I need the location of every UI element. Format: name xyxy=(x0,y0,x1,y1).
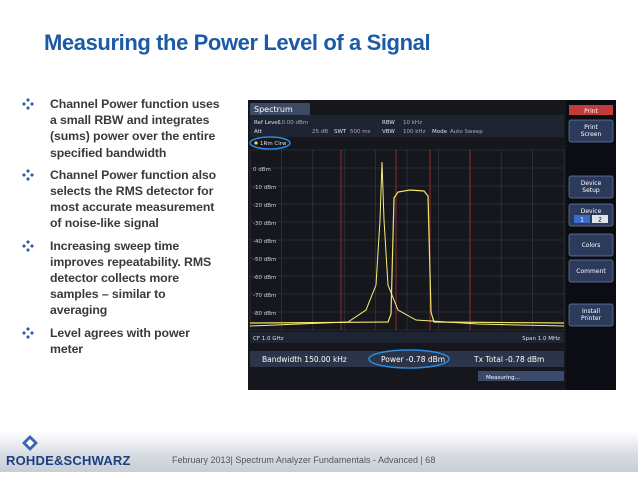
slide-title: Measuring the Power Level of a Signal xyxy=(44,30,431,55)
highlight-ring xyxy=(368,349,450,369)
span-label: Span 1.0 MHz xyxy=(522,336,560,342)
level-label: 0 dBm xyxy=(253,167,271,173)
logo: ROHDE&SCHWARZ xyxy=(6,453,131,468)
results-bar xyxy=(250,351,564,367)
softkey-label: Comment xyxy=(576,268,606,275)
bullet-line: improves repeatability. RMS xyxy=(50,254,212,269)
header-label: SWT xyxy=(334,129,347,135)
softkey xyxy=(568,259,614,283)
level-label: -50 dBm xyxy=(253,257,276,263)
result-tx-total: Tx Total -0.78 dBm xyxy=(473,355,544,364)
bullet-icon xyxy=(22,168,34,181)
highlight-ring xyxy=(249,136,291,150)
result-bandwidth: Bandwidth 150.00 kHz xyxy=(262,355,347,364)
bullet-line: Level agrees with power xyxy=(50,325,190,340)
bullet-line: samples – similar to xyxy=(50,287,166,302)
header-label: Mode xyxy=(432,129,448,135)
header-value: 100 kHz xyxy=(403,129,426,135)
trace-label: 1Rm Clrw xyxy=(260,141,287,147)
bullet-line: Channel Power function uses xyxy=(50,97,220,111)
softkey-label: Device xyxy=(581,208,602,215)
softkey xyxy=(568,175,614,199)
softkey-label: Print Screen xyxy=(581,124,602,138)
status: Measuring... xyxy=(486,375,520,381)
header-bar xyxy=(250,115,564,137)
level-label: -60 dBm xyxy=(253,275,276,281)
level-label: -10 dBm xyxy=(253,185,276,191)
bullet-line: Channel Power function also xyxy=(50,167,217,182)
trace-dot xyxy=(254,141,258,145)
softkey-header xyxy=(569,105,613,115)
softkey xyxy=(568,119,614,143)
header-label: VBW xyxy=(382,129,395,135)
analyzer-screenshot: Spectrum Ref Level 10.00 dBm Att 25 dB S… xyxy=(248,100,616,390)
bullet-line: meter xyxy=(50,341,83,356)
device-number-box xyxy=(574,215,590,223)
device-number: 2 xyxy=(598,217,602,224)
level-label: -80 dBm xyxy=(253,311,276,317)
bullet: Level agrees with power meter xyxy=(18,325,243,357)
bullet-line: specified bandwidth xyxy=(50,145,167,160)
level-label: -20 dBm xyxy=(253,203,276,209)
footer: ROHDE&SCHWARZ February 2013| Spectrum An… xyxy=(0,432,638,472)
cf-label: CF 1.0 GHz xyxy=(253,336,284,342)
level-label: -30 dBm xyxy=(253,221,276,227)
softkey xyxy=(568,303,614,327)
softkey-label: Install Printer xyxy=(581,308,601,322)
softkey xyxy=(568,233,614,257)
bullet-line: of noise-like signal xyxy=(50,216,159,231)
footer-text: February 2013| Spectrum Analyzer Fundame… xyxy=(172,455,436,465)
softkey-header-label: Print xyxy=(584,108,598,115)
softkey-label: Colors xyxy=(582,242,601,249)
bullet: Channel Power function uses a small RBW a… xyxy=(18,96,243,161)
channel-trace xyxy=(249,189,565,324)
freq-bar xyxy=(250,332,564,343)
header-label: Ref Level xyxy=(254,120,280,126)
status-bar xyxy=(478,371,564,381)
level-label: -40 dBm xyxy=(253,239,276,245)
tab xyxy=(250,103,310,115)
bullet: Channel Power function also selects the R… xyxy=(18,167,243,232)
bullet-list: Channel Power function uses a small RBW a… xyxy=(18,96,243,363)
bullet-line: Increasing sweep time xyxy=(50,238,180,253)
header-value: 500 ms xyxy=(350,129,371,135)
bullet-line: selects the RMS detector for xyxy=(50,184,214,199)
result-power: Power -0.78 dBm xyxy=(381,355,445,364)
bullet-icon xyxy=(22,326,34,339)
bullet-line: detector collects more xyxy=(50,271,180,286)
device-number: 1 xyxy=(580,217,584,224)
bullet-icon xyxy=(22,98,34,110)
header-label: Att xyxy=(254,129,263,135)
header-value: Auto Sweep xyxy=(450,129,483,135)
logo-emblem xyxy=(22,435,38,451)
bullet-icon xyxy=(22,239,34,252)
bullet-line: averaging xyxy=(50,303,108,318)
header-value: 25 dB xyxy=(312,129,328,135)
softkey-label: Device Setup xyxy=(581,180,602,194)
bullet: Increasing sweep time improves repeatabil… xyxy=(18,238,243,319)
header-value: 10 kHz xyxy=(403,120,422,126)
bullet-line: (sums) power over the entire xyxy=(50,129,216,144)
header-value: 10.00 dBm xyxy=(278,120,308,126)
tab-label: Spectrum xyxy=(254,105,293,114)
cw-trace xyxy=(249,161,565,327)
header-label: RBW xyxy=(382,120,395,126)
bullet-line: most accurate measurement xyxy=(50,200,215,215)
level-label: -70 dBm xyxy=(253,293,276,299)
device-number-box xyxy=(592,215,608,223)
bullet-line: a small RBW and integrates xyxy=(50,113,210,128)
